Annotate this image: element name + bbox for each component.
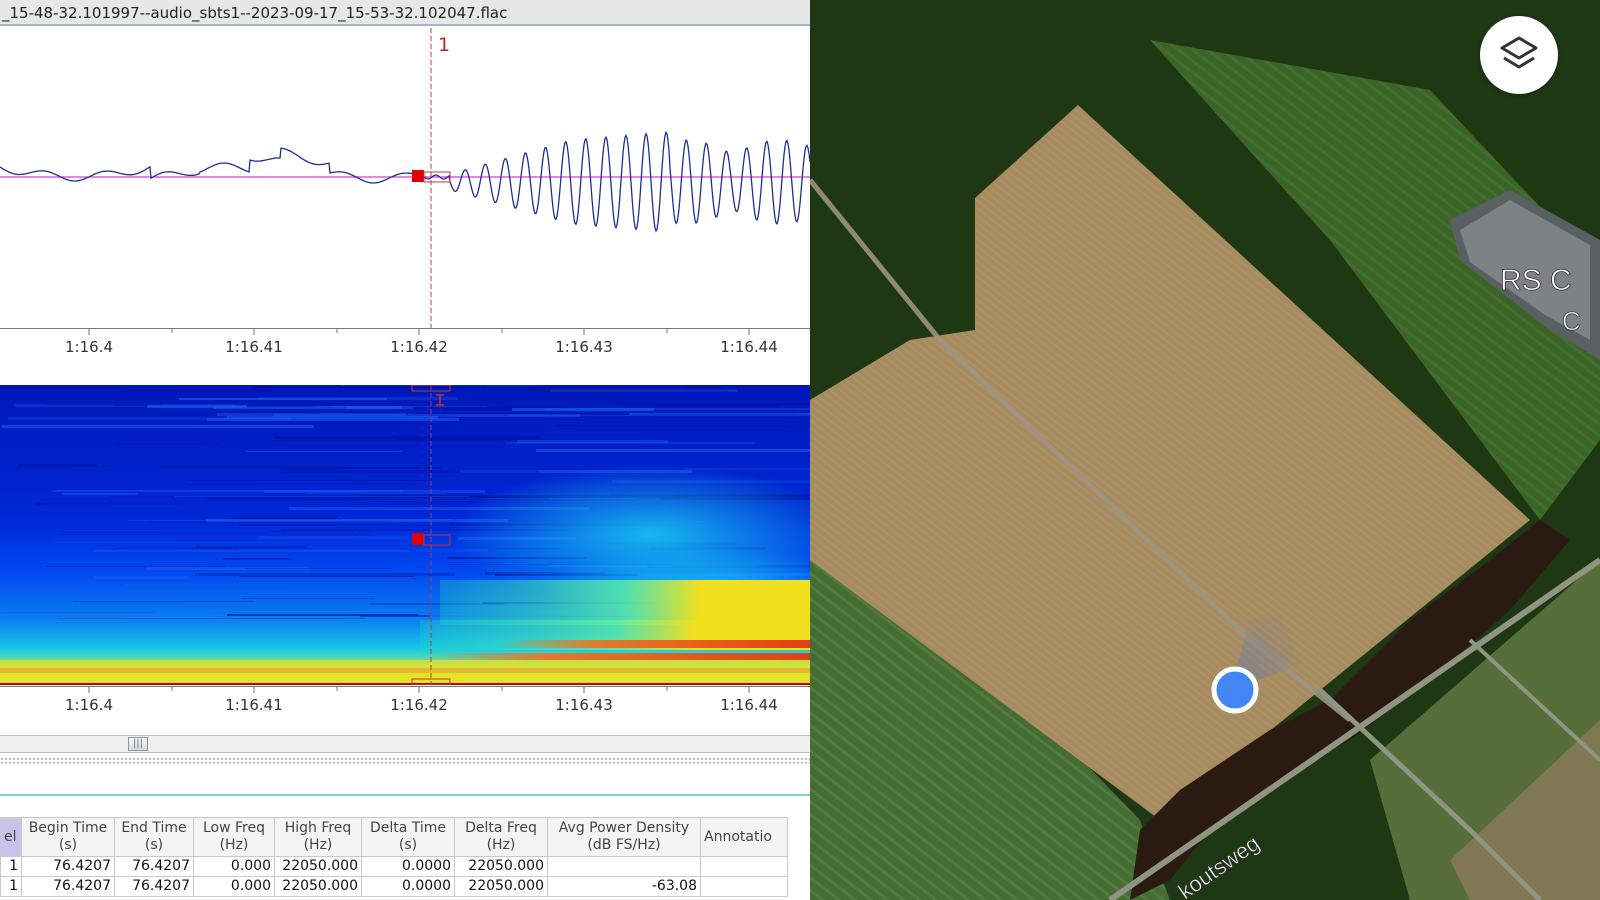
table-cell[interactable]: 1 bbox=[0, 856, 22, 877]
selection-table: el Begin Time (s) End Time (s) Low Freq (Hz… bbox=[0, 817, 788, 897]
road-main bbox=[1108, 557, 1600, 900]
spectrogram-selection-top[interactable] bbox=[411, 385, 451, 392]
column-header-begin-time[interactable]: Begin Time (s) bbox=[21, 817, 115, 857]
spectrogram-tick-label: 1:16.42 bbox=[390, 696, 448, 714]
spectrogram-tick-label: 1:16.4 bbox=[65, 696, 113, 714]
waveform-tick-label: 1:16.42 bbox=[390, 338, 448, 356]
waveform-view[interactable]: 1 bbox=[0, 28, 810, 328]
spectrogram-selection-box[interactable] bbox=[423, 534, 451, 546]
window-title-bar: _15-48-32.101997--audio_sbts1--2023-09-1… bbox=[0, 0, 810, 26]
spectrogram-view[interactable] bbox=[0, 385, 810, 685]
waveform-tick-label: 1:16.43 bbox=[555, 338, 613, 356]
column-header-high-freq[interactable]: High Freq (Hz) bbox=[274, 817, 362, 857]
column-header-avg-power-density[interactable]: Avg Power Density (dB FS/Hz) bbox=[547, 817, 701, 857]
table-cell[interactable]: 0.000 bbox=[193, 876, 275, 897]
building-label: RS C bbox=[1500, 264, 1572, 297]
pane-splitter[interactable] bbox=[0, 757, 810, 765]
column-header-annotation[interactable]: Annotatio bbox=[700, 817, 788, 857]
scrollbar-thumb[interactable]: ||| bbox=[128, 737, 148, 751]
column-header-channel[interactable]: el bbox=[0, 817, 22, 857]
current-location-icon[interactable] bbox=[1211, 666, 1259, 714]
frequency-cursor-icon[interactable] bbox=[436, 394, 444, 406]
waveform-tick-label: 1:16.44 bbox=[720, 338, 778, 356]
waveform-tick-label: 1:16.4 bbox=[65, 338, 113, 356]
marker-label: 1 bbox=[438, 34, 450, 56]
column-header-delta-time[interactable]: Delta Time (s) bbox=[361, 817, 455, 857]
waveform-tick-label: 1:16.41 bbox=[225, 338, 283, 356]
column-header-delta-freq[interactable]: Delta Freq (Hz) bbox=[454, 817, 548, 857]
table-cell[interactable]: -63.08 bbox=[547, 876, 701, 897]
table-cell[interactable] bbox=[700, 856, 788, 877]
table-cell[interactable]: 0.0000 bbox=[361, 876, 455, 897]
window-title: _15-48-32.101997--audio_sbts1--2023-09-1… bbox=[2, 4, 508, 22]
table-cell[interactable]: 22050.000 bbox=[454, 856, 548, 877]
horizontal-scrollbar[interactable]: ||| bbox=[0, 735, 810, 753]
spectrogram-tick-label: 1:16.44 bbox=[720, 696, 778, 714]
satellite-map[interactable]: RS C C koutsweg bbox=[810, 0, 1600, 900]
table-row[interactable]: 1 76.4207 76.4207 0.000 22050.000 0.0000… bbox=[0, 876, 788, 897]
table-cell[interactable] bbox=[547, 856, 701, 877]
green-field bbox=[1150, 40, 1600, 520]
table-cell[interactable]: 76.4207 bbox=[21, 856, 115, 877]
column-header-end-time[interactable]: End Time (s) bbox=[114, 817, 194, 857]
table-cell[interactable]: 76.4207 bbox=[114, 856, 194, 877]
road-cross bbox=[1318, 688, 1542, 900]
table-row[interactable]: 1 76.4207 76.4207 0.000 22050.000 0.0000… bbox=[0, 856, 788, 877]
table-header-row: el Begin Time (s) End Time (s) Low Freq (Hz… bbox=[0, 817, 788, 857]
audio-analysis-panel: _15-48-32.101997--audio_sbts1--2023-09-1… bbox=[0, 0, 810, 897]
table-cell[interactable]: 0.0000 bbox=[361, 856, 455, 877]
map-canvas[interactable]: RS C C koutsweg bbox=[810, 0, 1600, 900]
tree-line bbox=[1130, 520, 1570, 900]
table-cell[interactable] bbox=[700, 876, 788, 897]
layers-icon bbox=[1500, 36, 1538, 69]
table-cell[interactable]: 76.4207 bbox=[21, 876, 115, 897]
table-cell[interactable]: 1 bbox=[0, 876, 22, 897]
table-divider bbox=[0, 794, 810, 796]
spectrogram-tick-label: 1:16.41 bbox=[225, 696, 283, 714]
waveform-signal bbox=[0, 130, 810, 233]
table-cell[interactable]: 76.4207 bbox=[114, 876, 194, 897]
selection-box[interactable] bbox=[423, 171, 451, 183]
waveform-time-axis: 1:16.4 1:16.41 1:16.42 1:16.43 1:16.44 bbox=[0, 328, 810, 369]
selection-handle[interactable] bbox=[412, 170, 424, 182]
table-cell[interactable]: 22050.000 bbox=[454, 876, 548, 897]
column-header-low-freq[interactable]: Low Freq (Hz) bbox=[193, 817, 275, 857]
spectrogram-selection-bottom[interactable] bbox=[411, 678, 451, 685]
table-cell[interactable]: 0.000 bbox=[193, 856, 275, 877]
layers-button[interactable] bbox=[1480, 16, 1558, 94]
building-label-secondary: C bbox=[1562, 306, 1581, 336]
table-cell[interactable]: 22050.000 bbox=[274, 856, 362, 877]
spectrogram-time-axis: 1:16.4 1:16.41 1:16.42 1:16.43 1:16.44 bbox=[0, 686, 810, 727]
spectrogram-selection-handle[interactable] bbox=[412, 533, 424, 545]
field-path bbox=[810, 178, 1352, 722]
wheat-field bbox=[810, 105, 1530, 820]
spectrogram-tick-label: 1:16.43 bbox=[555, 696, 613, 714]
table-cell[interactable]: 22050.000 bbox=[274, 876, 362, 897]
